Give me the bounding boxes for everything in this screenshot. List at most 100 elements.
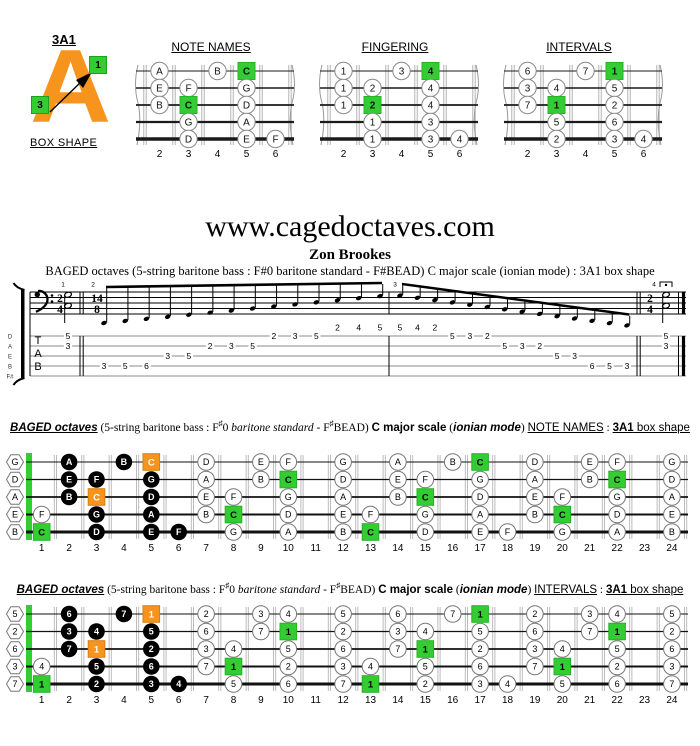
- note-marker: E: [150, 78, 169, 98]
- note-marker: C: [553, 505, 572, 524]
- svg-text:A: A: [243, 118, 250, 129]
- heading-segment: (: [453, 583, 460, 596]
- note-head: [143, 316, 150, 322]
- svg-text:A: A: [285, 527, 291, 537]
- note-head: [606, 320, 613, 326]
- svg-text:D: D: [148, 492, 155, 502]
- note-marker: 6: [197, 622, 215, 641]
- tab-number: 4: [356, 323, 361, 333]
- svg-text:4: 4: [428, 101, 434, 112]
- svg-text:19: 19: [529, 543, 541, 554]
- note-marker: 3: [471, 675, 489, 693]
- tab-number: 2: [271, 331, 276, 341]
- svg-text:C: C: [285, 475, 292, 486]
- bass-clef-icon: [34, 289, 54, 313]
- note-marker: D: [471, 488, 489, 506]
- svg-text:22: 22: [612, 543, 624, 554]
- note-marker: 7: [60, 640, 78, 658]
- svg-text:2: 2: [669, 627, 674, 637]
- note-marker: D: [237, 95, 256, 115]
- svg-text:F: F: [185, 84, 191, 95]
- note-marker: B: [663, 523, 681, 541]
- note-marker: F: [416, 470, 435, 489]
- note-marker: G: [224, 523, 243, 541]
- measure-number: 4: [652, 282, 656, 289]
- note-marker: C: [179, 96, 198, 114]
- note-marker: A: [60, 453, 78, 471]
- note-marker: B: [389, 488, 407, 506]
- tab-number: 2: [433, 323, 438, 333]
- note-marker: F: [279, 453, 298, 471]
- note-marker: 2: [471, 640, 489, 658]
- svg-text:7: 7: [583, 67, 589, 78]
- heading-segment: :: [603, 421, 613, 434]
- svg-text:1: 1: [341, 101, 347, 112]
- svg-text:G: G: [93, 510, 100, 520]
- tab-number: 3: [229, 341, 234, 351]
- svg-text:B: B: [66, 492, 73, 502]
- note-marker: E: [252, 453, 270, 471]
- svg-text:C: C: [614, 475, 621, 486]
- note-marker: 4: [224, 640, 243, 658]
- note-marker: D: [197, 453, 215, 471]
- svg-text:5: 5: [612, 149, 618, 160]
- heading-segment: ): [520, 421, 528, 434]
- note-marker: 7: [334, 675, 352, 693]
- svg-text:4: 4: [615, 609, 620, 619]
- svg-text:24: 24: [666, 543, 678, 554]
- tab-number: 2: [208, 341, 213, 351]
- note-head: [449, 300, 456, 305]
- svg-text:3: 3: [399, 67, 405, 78]
- note-marker: D: [663, 470, 681, 489]
- open-string-label: D: [5, 471, 25, 488]
- tab-number: 5: [398, 323, 403, 333]
- note-head: [519, 309, 526, 314]
- svg-text:4: 4: [457, 135, 463, 146]
- heading-segment: (: [446, 421, 454, 434]
- note-marker: 1: [224, 657, 243, 676]
- heading-segment: C major scale: [371, 421, 447, 434]
- svg-text:3: 3: [12, 662, 17, 672]
- note-marker: 1: [87, 640, 106, 658]
- svg-text:1: 1: [39, 543, 45, 554]
- note-marker: F: [553, 488, 572, 506]
- svg-text:15: 15: [420, 543, 432, 554]
- svg-text:7: 7: [341, 679, 346, 689]
- svg-text:6: 6: [395, 609, 400, 619]
- svg-text:21: 21: [584, 543, 596, 554]
- note-marker: 7: [663, 675, 681, 693]
- svg-text:B: B: [121, 457, 128, 467]
- mini-diagram-fingering: FINGERING 1 3 4 1 2 4 1 2 4 1 3 1 3 4 2 3 4 5 6: [306, 40, 484, 168]
- svg-text:5: 5: [94, 662, 99, 672]
- note-head: [571, 316, 578, 321]
- svg-text:F: F: [176, 527, 182, 537]
- heading-segment: ): [527, 583, 535, 596]
- svg-text:7: 7: [669, 679, 674, 689]
- note-marker: 7: [518, 95, 537, 115]
- svg-text:16: 16: [447, 543, 459, 554]
- svg-text:6: 6: [615, 679, 620, 689]
- svg-text:1: 1: [560, 662, 566, 673]
- svg-text:7: 7: [525, 101, 531, 112]
- tab-number: 3: [165, 351, 170, 361]
- svg-text:14: 14: [392, 543, 404, 554]
- note-marker: F: [170, 523, 187, 541]
- note-marker: 4: [547, 78, 566, 98]
- svg-text:E: E: [477, 527, 483, 537]
- svg-text:F: F: [231, 492, 237, 502]
- svg-text:6: 6: [341, 644, 346, 654]
- svg-text:E: E: [66, 475, 72, 485]
- note-head: [313, 300, 320, 305]
- svg-text:C: C: [477, 457, 484, 468]
- note-head: [207, 310, 213, 315]
- svg-text:3: 3: [186, 149, 192, 160]
- heading-segment: BAGED octaves: [10, 421, 98, 434]
- svg-text:2: 2: [66, 543, 72, 554]
- note-marker: 5: [416, 657, 435, 676]
- note-marker: 4: [421, 95, 440, 115]
- svg-text:7: 7: [587, 627, 592, 637]
- tuning-letter: F#: [6, 374, 14, 380]
